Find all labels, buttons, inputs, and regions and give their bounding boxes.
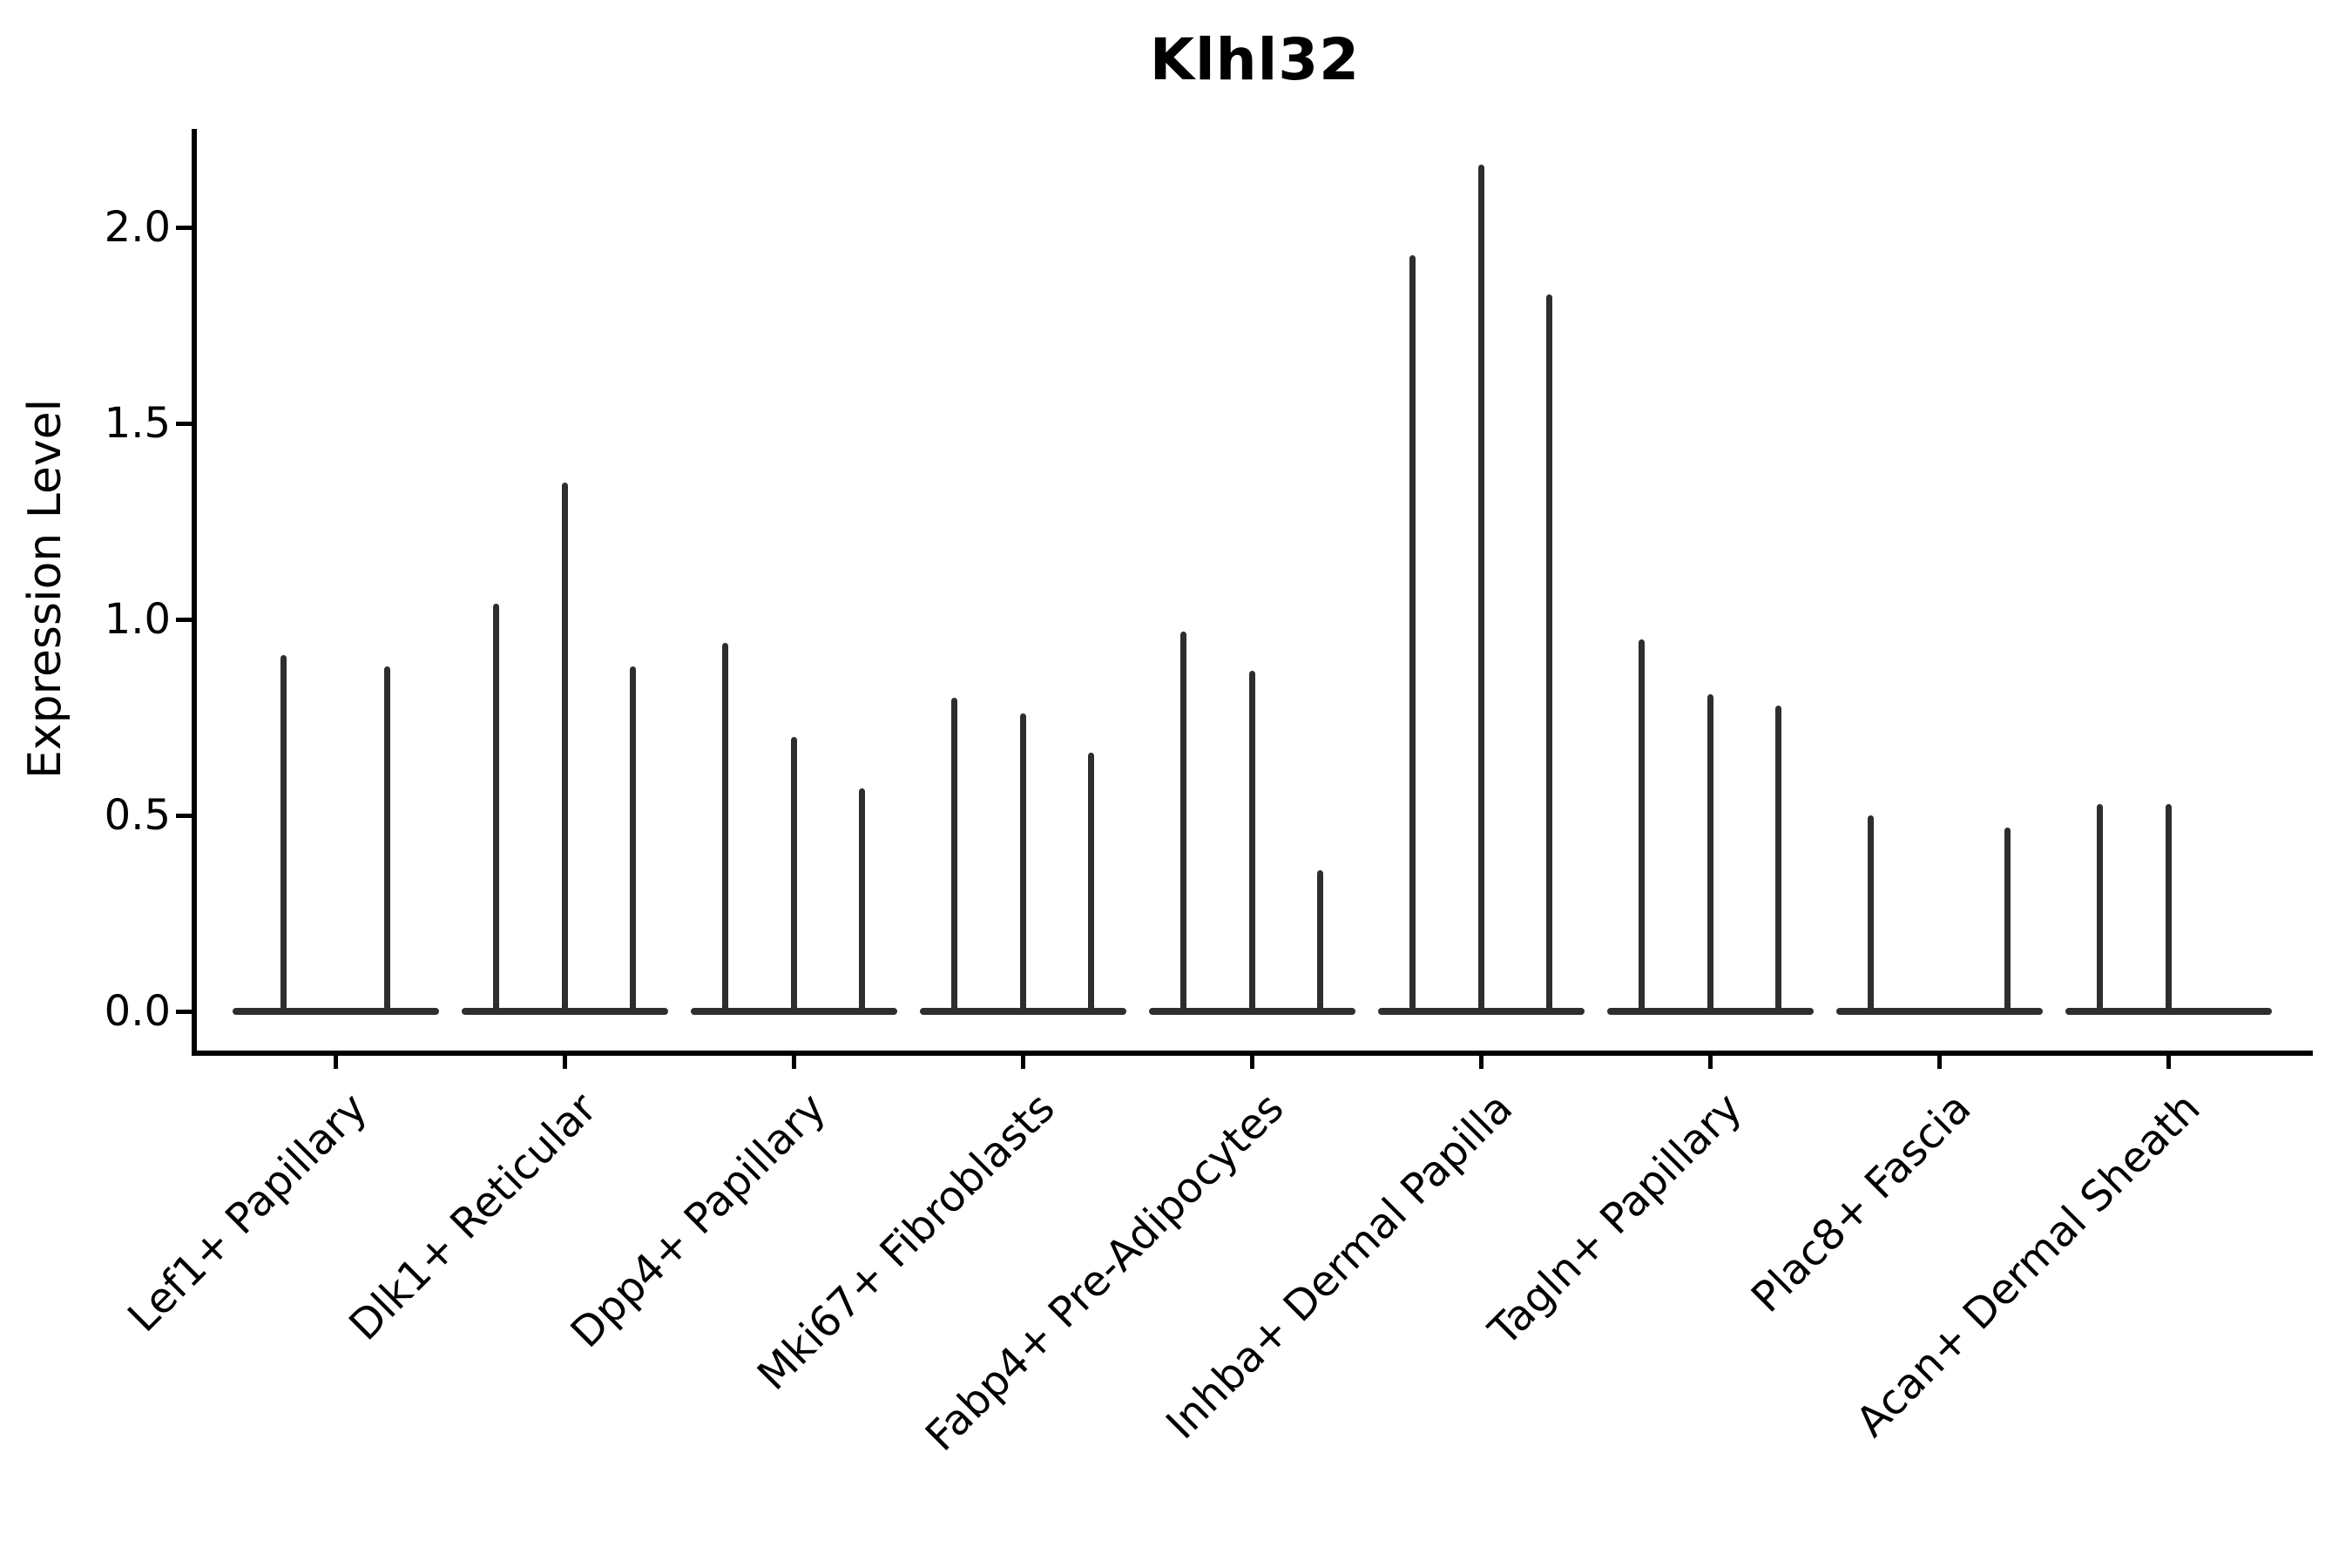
violin-spike [280,654,287,1015]
x-tick-label: Tagln+ Papillary [1479,1084,1752,1355]
violin-spike [561,482,568,1015]
violin-spike [950,698,957,1015]
violin-body-baseline [232,1008,439,1015]
y-tick-label: 1.5 [104,399,171,448]
x-tick [333,1053,338,1069]
chart-title: Klhl32 [1149,26,1361,93]
x-tick [1936,1053,1942,1069]
violin-spike [1248,670,1255,1015]
violin-spike [2096,803,2103,1015]
x-tick [1020,1053,1025,1069]
y-tick [176,813,195,818]
violin-spike [790,737,797,1015]
x-tick-label: Dpp4+ Papillary [561,1084,835,1358]
violin-spike [1088,753,1095,1015]
x-tick [1478,1053,1484,1069]
x-tick [791,1053,796,1069]
x-tick-label: Lef1+ Papillary [118,1084,377,1342]
y-tick-label: 0.5 [104,791,171,840]
x-tick [2166,1053,2171,1069]
violin-spike [1707,693,1713,1015]
y-tick [176,225,195,230]
violin-spike [630,666,637,1015]
violin-spike [492,604,499,1015]
x-tick-label: Plac8+ Fascia [1742,1084,1981,1322]
violin-spike [1638,639,1645,1015]
y-tick-label: 2.0 [104,203,171,252]
y-tick [176,421,195,426]
y-tick-label: 1.0 [104,595,171,644]
y-tick-label: 0.0 [104,987,171,1036]
x-tick-label: Dlk1+ Reticular [339,1084,606,1350]
violin-spike [1019,713,1026,1015]
x-tick [562,1053,567,1069]
violin-spike [859,787,866,1015]
violin-spike [2004,827,2011,1015]
violin-spike [1867,815,1874,1015]
x-tick [1249,1053,1254,1069]
violin-spike [2165,803,2172,1015]
x-tick [1707,1053,1713,1069]
y-axis-line [192,129,197,1056]
violin-spike [1775,706,1782,1015]
violin-spike [1546,294,1553,1015]
violin-spike [721,643,728,1015]
violin-spike [1409,254,1416,1015]
violin-spike [1317,870,1324,1015]
y-tick [176,1009,195,1014]
y-tick [176,617,195,622]
violin-body-baseline [1835,1008,2043,1015]
violin-spike [383,666,390,1015]
violin-spike [1179,631,1186,1015]
violin-spike [1477,165,1484,1015]
